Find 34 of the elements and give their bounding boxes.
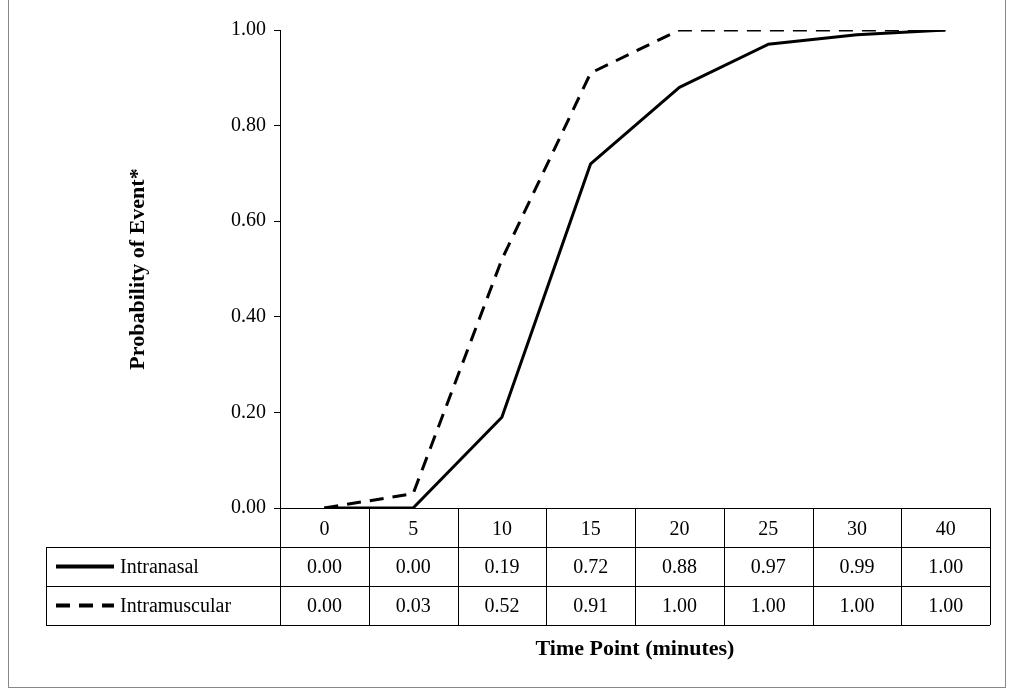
data-label: 0.19 xyxy=(484,554,520,577)
y-tick-label: 0.40 xyxy=(231,304,266,327)
data-label: 0.00 xyxy=(395,554,431,577)
x-axis-title: Time Point (minutes) xyxy=(535,634,735,660)
y-axis-title: Probability of Event* xyxy=(123,168,149,370)
data-label: 1.00 xyxy=(750,593,786,616)
y-tick-label: 1.00 xyxy=(231,17,266,40)
x-tick-label: 40 xyxy=(935,517,956,540)
data-label: 0.99 xyxy=(839,554,875,577)
y-tick-label: 0.80 xyxy=(231,112,266,135)
data-label: 1.00 xyxy=(661,593,697,616)
data-label: 0.03 xyxy=(395,593,431,616)
x-tick-label: 30 xyxy=(846,517,867,540)
data-label: 1.00 xyxy=(928,554,964,577)
y-tick-label: 0.60 xyxy=(231,208,266,231)
x-tick-label: 10 xyxy=(491,517,512,540)
data-label: 1.00 xyxy=(928,593,964,616)
x-tick-label: 20 xyxy=(669,517,690,540)
data-label: 0.72 xyxy=(573,554,609,577)
data-label: 0.88 xyxy=(661,554,697,577)
x-tick-label: 0 xyxy=(319,517,330,540)
data-label: 0.00 xyxy=(306,593,342,616)
x-tick-label: 5 xyxy=(408,517,419,540)
data-label: 0.97 xyxy=(750,554,786,577)
data-label: 0.91 xyxy=(573,593,609,616)
y-tick-label: 0.20 xyxy=(231,399,266,422)
data-label: 0.00 xyxy=(306,554,342,577)
legend-label: Intramuscular xyxy=(120,593,232,616)
data-label: 1.00 xyxy=(839,593,875,616)
x-tick-label: 15 xyxy=(580,517,601,540)
x-tick-label: 25 xyxy=(758,517,779,540)
legend-label: Intranasal xyxy=(120,554,200,577)
data-label: 0.52 xyxy=(484,593,520,616)
y-tick-label: 0.00 xyxy=(231,495,266,518)
